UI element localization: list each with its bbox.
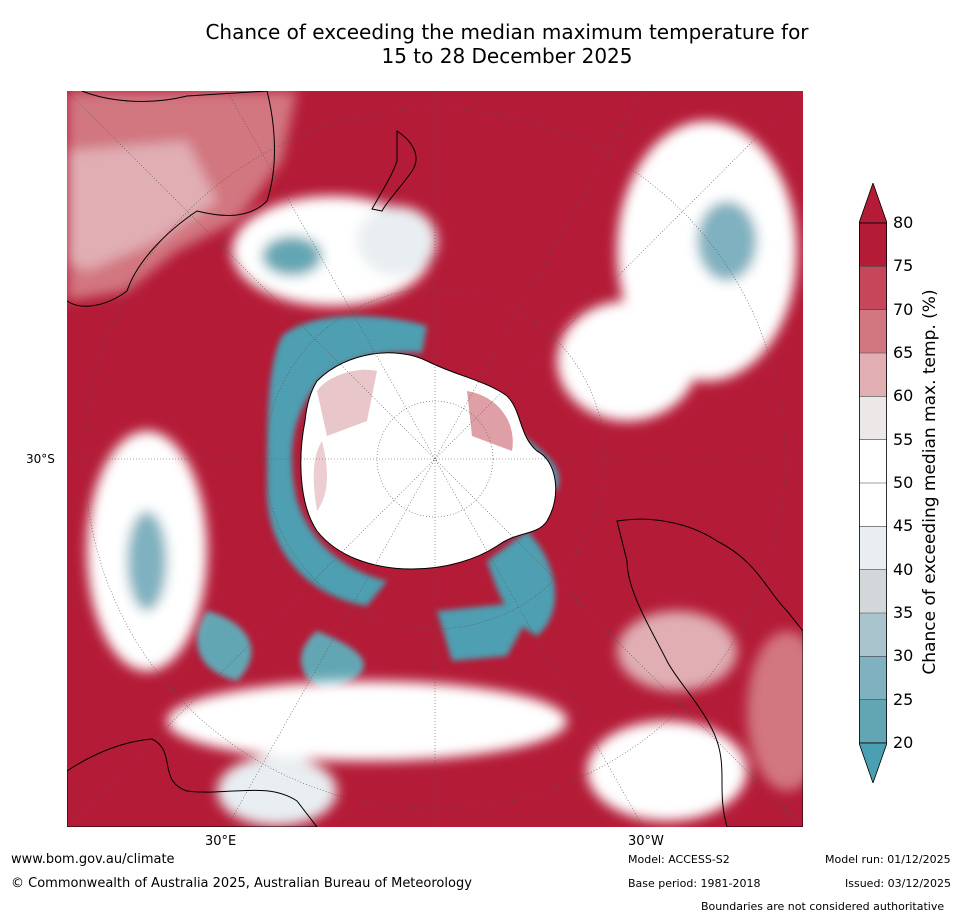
map-svg: [67, 91, 803, 827]
footer-disclaimer: Boundaries are not considered authoritat…: [701, 900, 945, 913]
colorbar-tick-label: 35: [893, 603, 914, 622]
footer-model-run: Model run: 01/12/2025: [825, 853, 951, 866]
colorbar-extend-high: [858, 181, 888, 224]
colorbar-tick-label: 80: [893, 213, 914, 232]
new-zealand-coastline: [371, 130, 417, 212]
colorbar-tick-label: 60: [893, 386, 914, 406]
graticule: [67, 91, 803, 827]
colorbar-tick-label: 45: [893, 516, 914, 536]
colorbar-tick-label: 70: [893, 299, 914, 319]
colorbar-band: [859, 223, 887, 267]
colorbar-band: [859, 483, 887, 527]
colorbar-tick-label: 55: [893, 429, 914, 449]
colorbar-band: [859, 526, 887, 570]
colorbar-band: [859, 613, 887, 657]
neutral-patches: [87, 121, 803, 826]
colorbar-tick-label: 30: [893, 646, 914, 666]
footer-url: www.bom.gov.au/climate: [11, 852, 175, 867]
colorbar-band: [859, 309, 887, 353]
colorbar-band: [859, 569, 887, 613]
title-line-1: Chance of exceeding the median maximum t…: [205, 20, 809, 44]
footer-model: Model: ACCESS-S2: [628, 853, 730, 866]
colorbar-band: [859, 699, 887, 743]
colorbar-band: [859, 396, 887, 440]
colorbar: [858, 181, 888, 785]
colorbar-band: [859, 266, 887, 310]
lat-label-30s: 30°S: [26, 452, 55, 466]
probability-map: [67, 91, 803, 827]
south-america-coastline: [616, 518, 803, 827]
colorbar-tick-label: 65: [893, 343, 914, 362]
footer-issued: Issued: 03/12/2025: [845, 877, 952, 890]
title-line-2: 15 to 28 December 2025: [381, 44, 633, 68]
australia-coastline: [67, 91, 275, 307]
colorbar-label-text: Chance of exceeding median max. temp. (%…: [920, 289, 940, 675]
colorbar-extend-low: [858, 742, 888, 785]
lon-label-30e: 30°E: [205, 834, 237, 849]
colorbar-tick-label: 25: [893, 689, 914, 709]
colorbar-band: [859, 353, 887, 397]
tasman-region-shading: [232, 196, 437, 306]
colorbar-svg: [858, 181, 888, 785]
lon-label-30w: 30°W: [628, 834, 664, 849]
colorbar-tick-label: 75: [893, 256, 914, 276]
footer-base-period: Base period: 1981-2018: [628, 877, 761, 890]
footer-copyright: © Commonwealth of Australia 2025, Austra…: [11, 876, 472, 891]
colorbar-tick-label: 40: [893, 559, 914, 579]
africa-coastline: [67, 738, 318, 827]
map-title: Chance of exceeding the median maximum t…: [0, 20, 965, 68]
colorbar-band: [859, 439, 887, 483]
australia-region-shading: [67, 91, 297, 301]
colorbar-band: [859, 656, 887, 700]
antarctica: [300, 352, 557, 570]
colorbar-tick-label: 20: [893, 733, 914, 752]
colorbar-tick-label: 50: [893, 473, 914, 492]
